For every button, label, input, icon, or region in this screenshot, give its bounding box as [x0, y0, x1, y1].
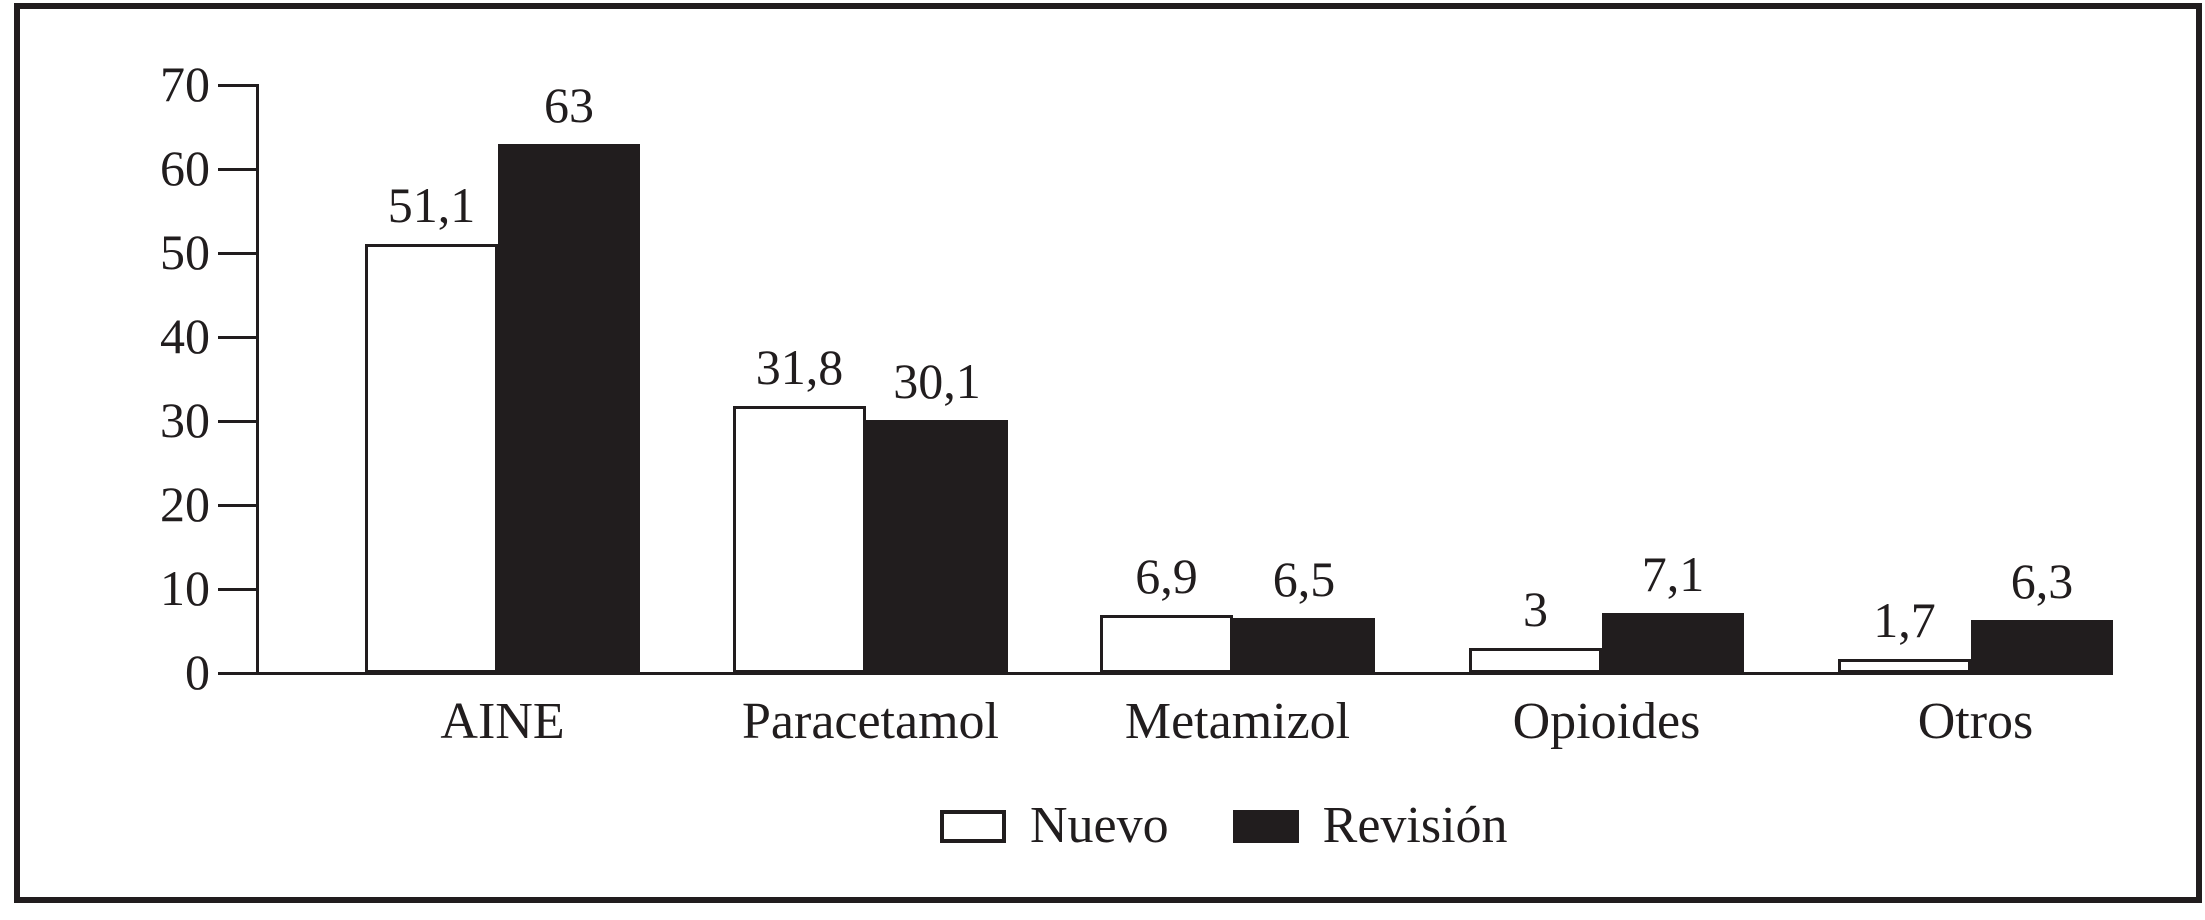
y-tick-mark	[218, 168, 256, 171]
category-label-aine: AINE	[440, 693, 565, 750]
y-tick-mark	[218, 84, 256, 87]
legend-item-revision: Revisión	[1232, 797, 1508, 854]
value-label-nuevo-aine: 51,1	[387, 177, 476, 233]
value-label-nuevo-metamizol: 6,9	[1135, 548, 1198, 604]
bar-nuevo-otros	[1838, 659, 1971, 673]
bar-nuevo-aine	[365, 244, 498, 673]
category-label-opioides: Opioides	[1512, 693, 1701, 750]
bar-nuevo-paracetamol	[733, 406, 866, 673]
bar-revisin-paracetamol	[866, 420, 1008, 673]
value-label-revisin-paracetamol: 30,1	[893, 353, 981, 409]
y-tick-label: 60	[160, 140, 210, 196]
x-axis-line	[256, 672, 2113, 675]
y-tick-label: 70	[160, 56, 210, 112]
y-tick-mark	[218, 504, 256, 507]
category-label-paracetamol: Paracetamol	[742, 693, 999, 750]
value-label-nuevo-otros: 1,7	[1873, 592, 1936, 648]
legend-swatch-nuevo	[940, 809, 1006, 843]
y-tick-label: 40	[160, 308, 210, 364]
value-label-revisin-opioides: 7,1	[1641, 546, 1705, 602]
legend: Nuevo Revisión	[940, 798, 1508, 854]
bar-nuevo-opioides	[1469, 648, 1602, 673]
y-tick-label: 0	[185, 644, 210, 700]
value-label-nuevo-paracetamol: 31,8	[755, 339, 844, 395]
bar-revisin-metamizol	[1233, 618, 1375, 673]
y-tick-label: 10	[160, 560, 210, 616]
legend-label-nuevo: Nuevo	[1030, 797, 1169, 854]
value-label-nuevo-opioides: 3	[1523, 581, 1548, 637]
chart-frame	[14, 3, 2202, 903]
y-tick-mark	[218, 420, 256, 423]
legend-label-revision: Revisión	[1322, 797, 1508, 854]
y-tick-mark	[218, 672, 256, 675]
y-tick-mark	[218, 336, 256, 339]
y-axis-line	[256, 84, 259, 675]
legend-item-nuevo: Nuevo	[940, 798, 1169, 854]
y-tick-mark	[218, 252, 256, 255]
bar-revisin-opioides	[1602, 613, 1744, 673]
value-label-revisin-metamizol: 6,5	[1272, 551, 1336, 607]
y-tick-mark	[218, 588, 256, 591]
y-tick-label: 20	[160, 476, 210, 532]
y-tick-label: 50	[160, 224, 210, 280]
bar-revisin-otros	[1971, 620, 2113, 673]
category-label-metamizol: Metamizol	[1124, 693, 1351, 750]
y-tick-label: 30	[160, 392, 210, 448]
bar-revisin-aine	[498, 144, 640, 673]
legend-swatch-revision	[1232, 809, 1299, 843]
value-label-revisin-otros: 6,3	[2010, 553, 2074, 609]
value-label-revisin-aine: 63	[544, 77, 594, 133]
category-label-otros: Otros	[1917, 693, 2034, 750]
bar-nuevo-metamizol	[1100, 615, 1233, 673]
